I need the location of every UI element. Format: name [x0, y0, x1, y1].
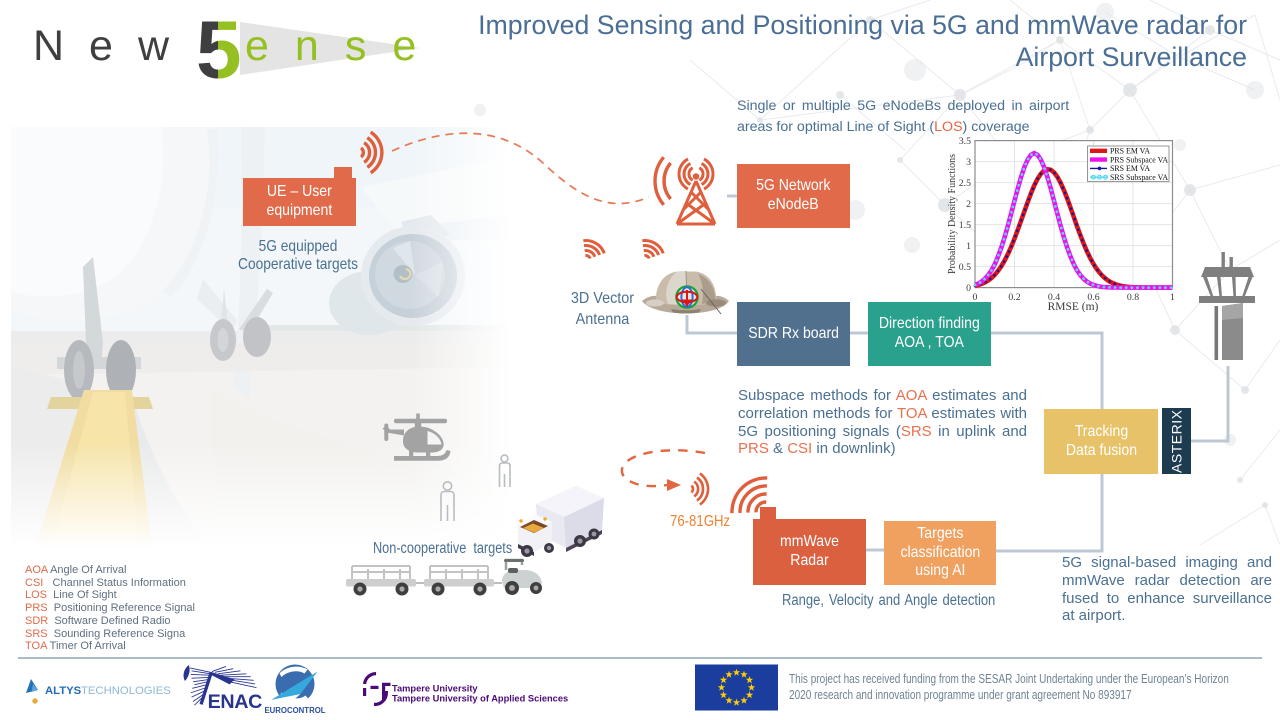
svg-text:3: 3 [966, 157, 971, 168]
svg-text:ense: ense [245, 22, 442, 70]
svg-text:Tampere University: Tampere University [392, 684, 478, 694]
svg-text:1.5: 1.5 [959, 220, 971, 231]
svg-text:1: 1 [1170, 292, 1175, 303]
svg-text:0: 0 [973, 292, 978, 303]
svg-text:PRS EM VA: PRS EM VA [1110, 147, 1150, 156]
svg-text:0.5: 0.5 [959, 262, 971, 273]
svg-text:5: 5 [196, 5, 242, 96]
svg-text:ENAC: ENAC [208, 691, 263, 713]
svg-text:New: New [33, 22, 194, 70]
svg-text:EUROCONTROL: EUROCONTROL [264, 706, 325, 715]
svg-text:TECHNOLOGIES: TECHNOLOGIES [81, 685, 171, 697]
svg-text:0.4: 0.4 [1048, 292, 1060, 303]
svg-text:ALTYS: ALTYS [45, 685, 82, 697]
svg-text:3.5: 3.5 [959, 136, 971, 147]
svg-text:RMSE (m): RMSE (m) [1048, 301, 1099, 312]
svg-text:SRS EM VA: SRS EM VA [1110, 164, 1150, 173]
svg-text:0.2: 0.2 [1008, 292, 1020, 303]
svg-text:PRS Subspace VA: PRS Subspace VA [1110, 155, 1168, 164]
svg-text:SRS Subspace VA: SRS Subspace VA [1110, 173, 1168, 182]
svg-text:0: 0 [966, 283, 971, 294]
svg-text:2.5: 2.5 [959, 178, 971, 189]
svg-text:2: 2 [966, 199, 971, 210]
svg-text:0.8: 0.8 [1127, 292, 1139, 303]
svg-text:5: 5 [196, 5, 242, 96]
svg-text:Probability Density Functions: Probability Density Functions [947, 154, 958, 274]
svg-text:Tampere University of Applied: Tampere University of Applied Sciences [392, 694, 568, 704]
svg-text:1: 1 [966, 241, 971, 252]
svg-text:0.6: 0.6 [1087, 292, 1099, 303]
